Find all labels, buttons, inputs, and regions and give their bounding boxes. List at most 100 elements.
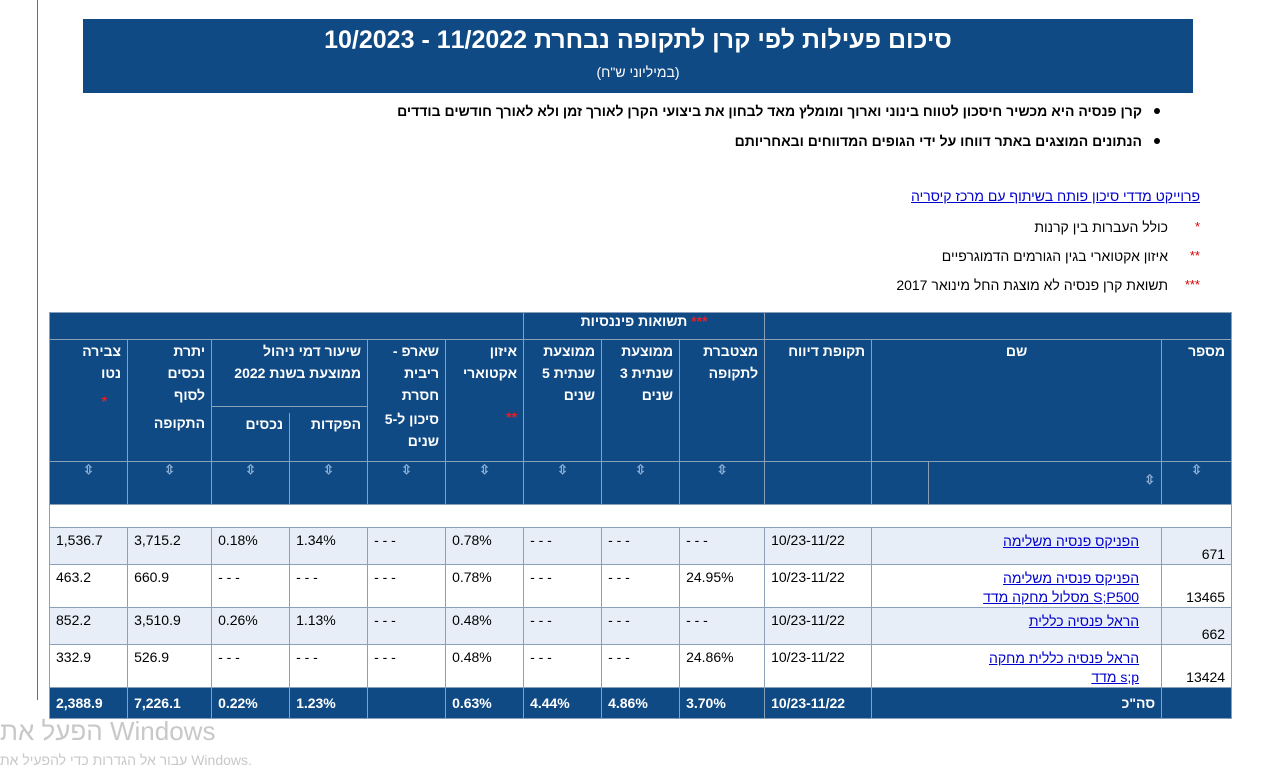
disclaimer-item: הנתונים המוצגים באתר דווחו על ידי הגופים… bbox=[164, 126, 1164, 156]
table-row: 13465 הפניקס פנסיה משלימה S;P500 מסלול מחק… bbox=[48, 564, 1233, 608]
fee-assets-cell: - - - bbox=[211, 564, 291, 608]
sort-icon[interactable]: ⇳ bbox=[289, 461, 369, 505]
table-row: 671 הפניקס פנסיה משלימה 10/23-11/22- - -- … bbox=[48, 527, 1233, 565]
sharpe-cell: - - - bbox=[367, 564, 447, 608]
footnote: *** תשואת קרן פנסיה לא מוצגת החל מינואר 2… bbox=[896, 276, 1200, 293]
col-actuarial[interactable]: איזון אקטוארי ** bbox=[445, 339, 525, 462]
avg3-cell: - - - bbox=[601, 644, 681, 688]
col-fee-assets: נכסים bbox=[245, 416, 284, 432]
sort-icon[interactable]: ⇳ bbox=[211, 461, 291, 505]
period-cell: 10/23-11/22 bbox=[764, 564, 873, 608]
header-row: מספר שם תקופת דיווח מצטברת לתקופה ממוצעת… bbox=[48, 339, 1233, 462]
sharpe-cell: - - - bbox=[367, 607, 447, 645]
page-title: סיכום פעילות לפי קרן לתקופה נבחרת 11/202… bbox=[324, 26, 952, 54]
period-cell: 10/23-11/22 bbox=[764, 644, 873, 688]
avg5-cell: - - - bbox=[523, 607, 603, 645]
footnote: * כולל העברות בין קרנות bbox=[1034, 218, 1200, 235]
cumulative-cell: - - - bbox=[679, 607, 766, 645]
net-cell: 852.2 bbox=[48, 607, 129, 645]
fee-assets-cell: 0.18% bbox=[211, 527, 291, 565]
page-subtitle: (במיליוני ש"ח) bbox=[596, 64, 680, 80]
fee-deposits-cell: - - - bbox=[289, 564, 369, 608]
col-period[interactable]: תקופת דיווח bbox=[764, 339, 873, 462]
col-avg5[interactable]: ממוצעת שנתית 5 שנים bbox=[523, 339, 603, 462]
windows-watermark: הפעל את Windows bbox=[0, 716, 216, 746]
actuarial-cell: 0.48% bbox=[445, 607, 525, 645]
period-cell: 10/23-11/22 bbox=[764, 527, 873, 565]
sort-icon[interactable]: ⇳ bbox=[601, 461, 681, 505]
cumulative-cell: 24.95% bbox=[679, 564, 766, 608]
period-cell: 10/23-11/22 bbox=[764, 607, 873, 645]
col-avg3[interactable]: ממוצעת שנתית 3 שנים bbox=[601, 339, 681, 462]
fund-number: 13424 bbox=[1161, 644, 1233, 688]
avg3-cell: - - - bbox=[601, 527, 681, 565]
caesarea-project-link[interactable]: פרוייקט מדדי סיכון פותח בשיתוף עם מרכז ק… bbox=[911, 188, 1200, 204]
fund-number: 13465 bbox=[1161, 564, 1233, 608]
col-number[interactable]: מספר bbox=[1161, 339, 1233, 462]
avg3-cell: - - - bbox=[601, 564, 681, 608]
funds-table: *** תשואות פיננסיות מספר שם תקופת דיווח … bbox=[48, 312, 1233, 719]
fee-deposits-cell: 1.34% bbox=[289, 527, 369, 565]
windows-watermark-sub: עבור אל הגדרות כדי להפעיל את Windows. bbox=[0, 752, 252, 768]
actuarial-cell: 0.78% bbox=[445, 564, 525, 608]
col-name[interactable]: שם bbox=[871, 339, 1163, 462]
sharpe-cell: - - - bbox=[367, 527, 447, 565]
returns-group-header: *** תשואות פיננסיות bbox=[523, 312, 766, 340]
sort-icon[interactable]: ⇳ bbox=[367, 461, 447, 505]
fund-number: 662 bbox=[1161, 607, 1233, 645]
actuarial-cell: 0.48% bbox=[445, 644, 525, 688]
table-row: 662 הראל פנסיה כללית 10/23-11/22- - -- - -… bbox=[48, 607, 1233, 645]
fee-assets-cell: 0.26% bbox=[211, 607, 291, 645]
balance-cell: 3,510.9 bbox=[127, 607, 213, 645]
net-cell: 463.2 bbox=[48, 564, 129, 608]
left-border bbox=[37, 0, 38, 700]
footnote: ** איזון אקטוארי בגין הגורמים הדמוגרפיים bbox=[941, 247, 1200, 264]
bullet-icon bbox=[1154, 108, 1160, 114]
fund-name: הפניקס פנסיה משלימה S;P500 מסלול מחקה מדד bbox=[871, 564, 1163, 608]
col-cumulative[interactable]: מצטברת לתקופה bbox=[679, 339, 766, 462]
net-cell: 332.9 bbox=[48, 644, 129, 688]
bullet-icon bbox=[1154, 138, 1160, 144]
page-banner: סיכום פעילות לפי קרן לתקופה נבחרת 11/202… bbox=[83, 19, 1193, 93]
disclaimer-list: קרן פנסיה היא מכשיר חיסכון לטווח בינוני … bbox=[164, 96, 1164, 156]
col-fee-deposits: הפקדות bbox=[289, 413, 367, 461]
balance-cell: 526.9 bbox=[127, 644, 213, 688]
actuarial-cell: 0.78% bbox=[445, 527, 525, 565]
sort-icon[interactable]: ⇳ bbox=[127, 461, 213, 505]
avg5-cell: - - - bbox=[523, 644, 603, 688]
balance-cell: 3,715.2 bbox=[127, 527, 213, 565]
fee-assets-cell: - - - bbox=[211, 644, 291, 688]
fund-number: 671 bbox=[1161, 527, 1233, 565]
col-sharpe[interactable]: שארפ - ריבית חסרת סיכון ל-5 שנים bbox=[367, 339, 447, 462]
col-balance[interactable]: יתרת נכסים לסוף התקופה bbox=[127, 339, 213, 462]
footnotes: * כולל העברות בין קרנות ** איזון אקטוארי ב… bbox=[896, 212, 1200, 299]
header-group-row: *** תשואות פיננסיות bbox=[48, 312, 1233, 340]
fee-deposits-cell: 1.13% bbox=[289, 607, 369, 645]
fund-link[interactable]: הפניקס פנסיה משלימה S;P500 מסלול מחקה מדד bbox=[983, 570, 1140, 605]
fund-link[interactable]: הפניקס פנסיה משלימה bbox=[1003, 533, 1140, 549]
sort-icon[interactable]: ⇳ bbox=[445, 461, 525, 505]
fund-link[interactable]: הראל פנסיה כללית מחקה s;p מדד bbox=[988, 650, 1140, 685]
balance-cell: 660.9 bbox=[127, 564, 213, 608]
total-row: סה"כ 10/23-11/22 3.70% 4.86% 4.44% 0.63%… bbox=[48, 687, 1233, 719]
cumulative-cell: - - - bbox=[679, 527, 766, 565]
net-cell: 1,536.7 bbox=[48, 527, 129, 565]
sort-icon[interactable]: ⇳ bbox=[679, 461, 766, 505]
fund-name: הפניקס פנסיה משלימה bbox=[871, 527, 1163, 565]
sort-icon[interactable]: ⇳ bbox=[523, 461, 603, 505]
sort-icon[interactable]: ⇳ bbox=[48, 461, 129, 505]
avg3-cell: - - - bbox=[601, 607, 681, 645]
fund-name: הראל פנסיה כללית bbox=[871, 607, 1163, 645]
fund-link[interactable]: הראל פנסיה כללית bbox=[1028, 613, 1140, 629]
avg5-cell: - - - bbox=[523, 527, 603, 565]
sharpe-cell: - - - bbox=[367, 644, 447, 688]
sort-row: ⇳ ⇳ ⇳ ⇳ ⇳ ⇳ ⇳ ⇳ ⇳ ⇳ ⇳ bbox=[48, 461, 1233, 505]
col-net[interactable]: צבירה נטו * bbox=[48, 339, 129, 462]
sort-icon[interactable]: ⇳ bbox=[1161, 461, 1233, 505]
fee-deposits-cell: - - - bbox=[289, 644, 369, 688]
cumulative-cell: 24.86% bbox=[679, 644, 766, 688]
table-row: 13424 הראל פנסיה כללית מחקה s;p מדד 10/23-1… bbox=[48, 644, 1233, 688]
disclaimer-item: קרן פנסיה היא מכשיר חיסכון לטווח בינוני … bbox=[164, 96, 1164, 126]
col-fee[interactable]: שיעור דמי ניהול ממוצעת בשנת 2022 הפקדות … bbox=[211, 339, 369, 462]
sort-icon[interactable]: ⇳ bbox=[928, 462, 1161, 504]
